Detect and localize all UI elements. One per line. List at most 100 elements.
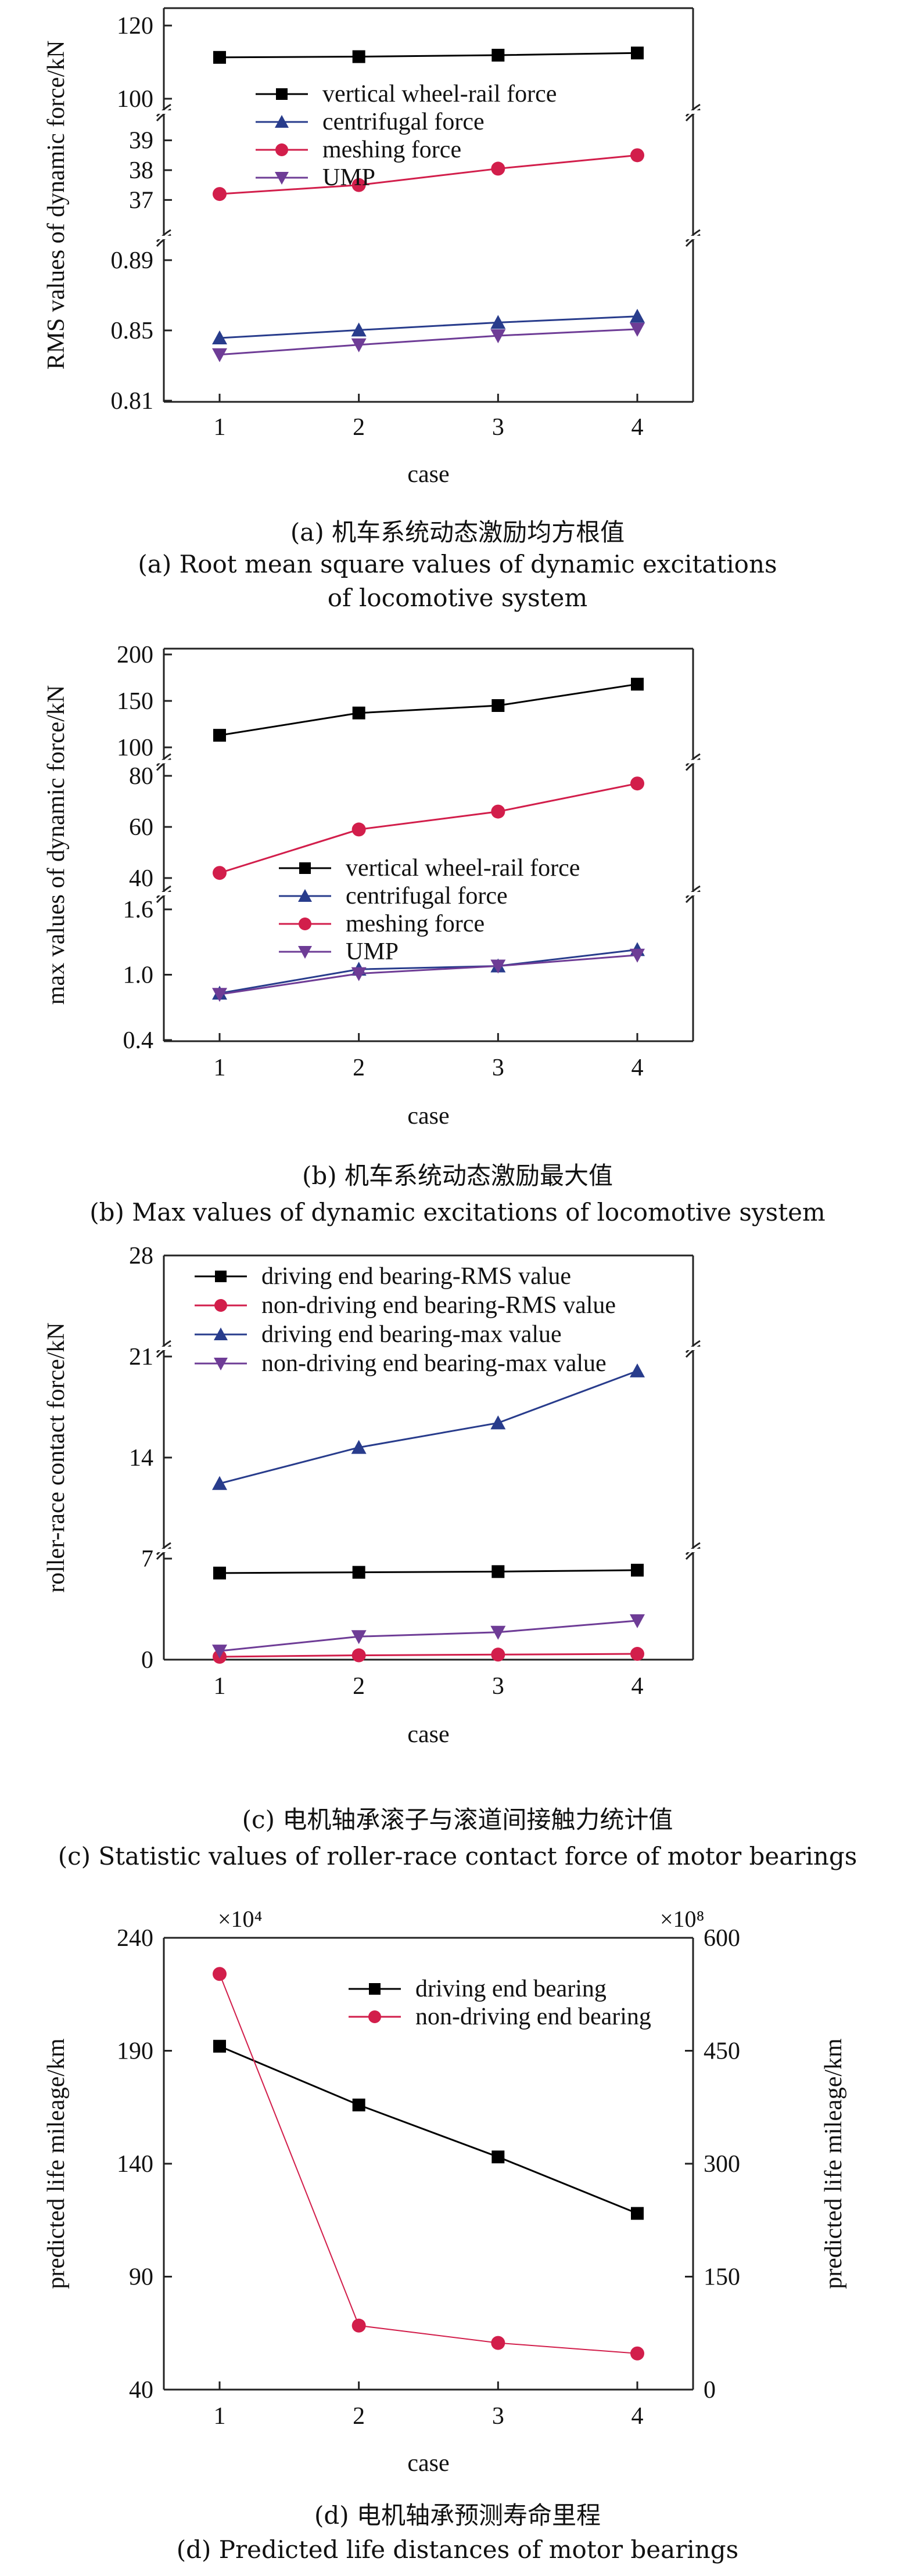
series-line-1 — [219, 948, 638, 994]
y-tick-label: 80 — [129, 763, 153, 790]
data-point — [212, 988, 227, 1002]
data-point — [213, 187, 227, 202]
y-tick-label: 0 — [141, 1647, 153, 1674]
series-line-1 — [219, 315, 638, 339]
x-axis-label: case — [407, 461, 449, 488]
axis-break-gap — [685, 1347, 701, 1350]
x-tick-label: 3 — [492, 1673, 504, 1700]
legend-marker — [215, 1271, 227, 1282]
data-point — [631, 46, 644, 60]
caption-en-a: (a) Root mean square values of dynamic e… — [138, 550, 777, 612]
x-tick-label: 3 — [492, 2403, 504, 2430]
x-axis-label: case — [407, 1721, 449, 1748]
series-line-2 — [219, 1370, 638, 1485]
data-point — [491, 2150, 505, 2164]
legend-label: driving end bearing — [415, 1976, 607, 2002]
data-point — [351, 338, 367, 352]
y-tick-label: 0.4 — [123, 1027, 154, 1054]
series-line-0 — [219, 52, 638, 59]
data-point — [630, 148, 644, 163]
axis-break-mark — [156, 229, 171, 247]
data-point — [491, 804, 505, 819]
y-tick-label: 150 — [117, 688, 153, 715]
y-tick-label: 140 — [117, 2151, 153, 2178]
caption-en-d: (d) Predicted life distances of motor be… — [176, 2535, 739, 2564]
caption-en-b: (b) Max values of dynamic excitations of… — [89, 1198, 826, 1226]
data-point — [630, 1647, 644, 1661]
y-tick-label: 200 — [117, 642, 153, 668]
data-point — [213, 1967, 227, 1981]
data-point — [631, 2207, 644, 2220]
caption-cn-d: (d) 电机轴承预测寿命里程 — [314, 2501, 601, 2530]
series-line-2 — [219, 782, 638, 874]
data-point — [491, 1565, 505, 1578]
legend-marker — [214, 1358, 228, 1370]
y-multiplier: ×10⁴ — [218, 1906, 263, 1932]
data-point — [491, 2336, 505, 2350]
y-tick-label: 60 — [129, 814, 153, 841]
y-tick-label: 0.85 — [111, 318, 154, 344]
data-point — [351, 2318, 366, 2333]
data-point — [351, 1630, 367, 1645]
axis-break-gap — [156, 1549, 172, 1552]
y-tick-label: 1.0 — [123, 962, 154, 989]
x-tick-label: 2 — [353, 1055, 365, 1081]
axis-break-gap — [685, 1549, 701, 1552]
axis-break-mark — [156, 103, 171, 122]
x-tick-label: 1 — [214, 1673, 226, 1700]
y-tick-label: 1.6 — [123, 897, 154, 923]
series-line-0 — [219, 1569, 638, 1574]
series-line-3 — [219, 328, 638, 356]
legend-label: centrifugal force — [322, 109, 485, 135]
data-point — [490, 1415, 506, 1430]
data-point — [351, 1440, 367, 1454]
data-point — [352, 706, 365, 719]
y2-multiplier: ×10⁸ — [660, 1906, 705, 1932]
y-axis-label: roller-race contact force/kN — [43, 1322, 70, 1593]
legend-label: vertical wheel-rail force — [346, 855, 580, 882]
data-point — [631, 678, 644, 691]
data-point — [630, 776, 644, 791]
legend-label: driving end bearing-RMS value — [261, 1263, 571, 1290]
data-point — [213, 729, 226, 742]
x-tick-label: 4 — [631, 1673, 644, 1700]
x-tick-label: 2 — [353, 414, 365, 441]
y-tick-label: 28 — [129, 1243, 153, 1269]
data-point — [352, 2098, 365, 2111]
series-line-0 — [219, 683, 638, 736]
data-point — [213, 2039, 226, 2053]
caption-cn-a: (a) 机车系统动态激励均方根值 — [290, 518, 625, 546]
legend-marker — [298, 889, 312, 902]
legend-marker — [275, 143, 288, 156]
data-point — [491, 161, 505, 176]
y-axis-label: max values of dynamic force/kN — [43, 685, 70, 1005]
y-tick-label: 40 — [129, 865, 153, 892]
data-point — [213, 1566, 226, 1580]
data-point — [490, 315, 506, 329]
series-line-1 — [219, 1653, 638, 1658]
axis-break-mark — [685, 229, 701, 247]
data-point — [630, 308, 645, 323]
x-tick-label: 4 — [631, 414, 644, 441]
data-point — [212, 1645, 227, 1659]
data-point — [630, 322, 645, 337]
axis-break-mark — [685, 753, 701, 771]
legend-label: meshing force — [346, 911, 485, 937]
legend-label: driving end bearing-max value — [261, 1321, 562, 1348]
axis-break-mark — [685, 885, 701, 904]
data-point — [630, 1614, 645, 1628]
data-point — [351, 178, 366, 192]
caption-en-c: (c) Statistic values of roller-race cont… — [58, 1842, 857, 1870]
data-point — [351, 1648, 366, 1663]
axis-break-mark — [156, 1542, 171, 1560]
caption-cn-c: (c) 电机轴承滚子与滚道间接触力统计值 — [242, 1805, 673, 1834]
caption-cn-b: (b) 机车系统动态激励最大值 — [302, 1161, 613, 1190]
legend-label: non-driving end bearing — [415, 2003, 651, 2030]
axis-break-mark — [156, 753, 171, 771]
legend-marker — [276, 88, 288, 100]
x-axis-label: case — [407, 1103, 449, 1129]
y-tick-label: 40 — [129, 2377, 153, 2404]
data-point — [212, 1476, 227, 1490]
y-tick-label: 37 — [129, 187, 153, 214]
